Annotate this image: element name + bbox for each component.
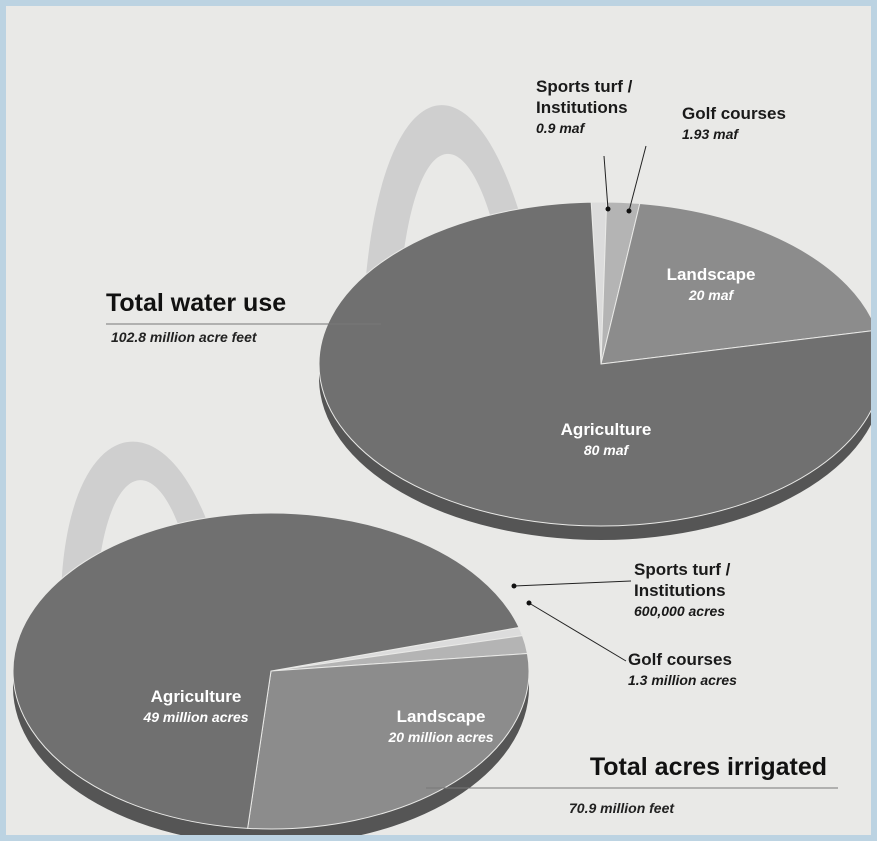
category-label: Agriculture: [151, 687, 242, 706]
leader-line: [604, 156, 608, 209]
category-label: Landscape: [667, 265, 756, 284]
leader-dot: [527, 601, 532, 606]
leader-line: [529, 603, 626, 661]
category-label: Sports turf / Institutions: [634, 560, 730, 600]
chart-title: Total acres irrigated: [590, 753, 827, 782]
category-label: Sports turf / Institutions: [536, 77, 632, 117]
value-label: 49 million acres: [116, 707, 276, 728]
value-label: 1.3 million acres: [628, 670, 778, 691]
value-label: 20 million acres: [366, 727, 516, 748]
value-label: 600,000 acres: [634, 601, 764, 622]
leader-line: [629, 146, 646, 211]
chart-title: Total water use: [106, 289, 286, 318]
leader-dot: [627, 209, 632, 214]
chart-subtitle: 70.9 million feet: [569, 800, 674, 816]
category-label: Agriculture: [561, 420, 652, 439]
value-label: 1.93 maf: [682, 124, 802, 145]
value-label: 80 maf: [536, 440, 676, 461]
leader-dot: [512, 584, 517, 589]
category-label: Golf courses: [628, 650, 732, 669]
chart-subtitle: 102.8 million acre feet: [111, 329, 257, 345]
page: Total water use 102.8 million acre feet …: [0, 0, 877, 841]
category-label: Landscape: [397, 707, 486, 726]
value-label: 20 maf: [661, 285, 761, 306]
leader-dot: [606, 207, 611, 212]
leader-line: [514, 581, 631, 586]
category-label: Golf courses: [682, 104, 786, 123]
value-label: 0.9 maf: [536, 118, 666, 139]
